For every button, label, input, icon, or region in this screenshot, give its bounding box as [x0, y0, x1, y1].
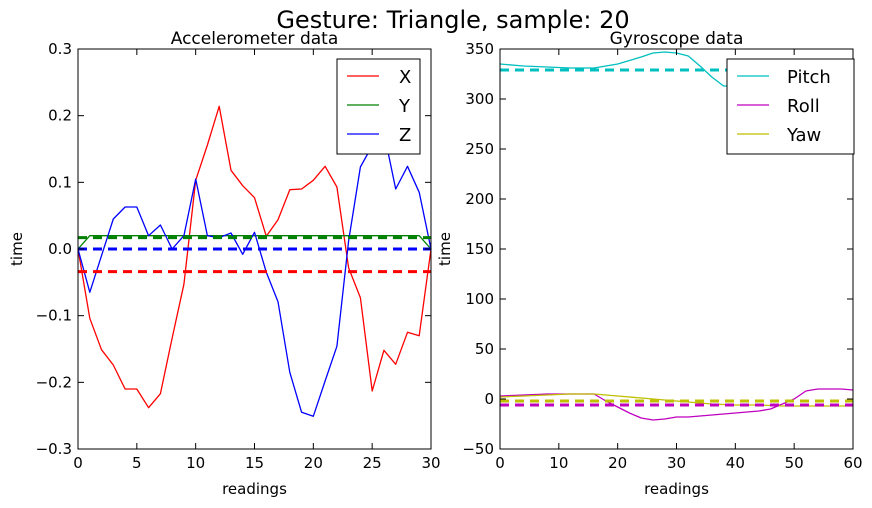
x-axis-label: readings — [644, 480, 709, 498]
y-tick-label: 350 — [465, 40, 494, 58]
x-tick-label: 5 — [132, 454, 142, 472]
y-tick-label: −0.1 — [36, 307, 72, 325]
y-tick-label: 0.0 — [48, 240, 72, 258]
x-tick-label: 15 — [245, 454, 264, 472]
y-tick-label: −0.2 — [36, 373, 72, 391]
legend-label-yaw: Yaw — [786, 125, 821, 146]
y-tick-label: 250 — [465, 140, 494, 158]
y-tick-label: 300 — [465, 90, 494, 108]
legend-label-pitch: Pitch — [787, 67, 831, 88]
series-line-z — [77, 131, 432, 417]
gyro-chart-title: Gyroscope data — [610, 29, 744, 49]
figure-title: Gesture: Triangle, sample: 20 — [276, 6, 629, 34]
x-tick-label: 40 — [726, 454, 745, 472]
y-tick-label: 0.3 — [48, 40, 72, 58]
y-tick-label: 0.2 — [48, 107, 72, 125]
x-tick-label: 30 — [667, 454, 686, 472]
x-tick-label: 0 — [495, 454, 505, 472]
y-tick-label: 50 — [475, 340, 494, 358]
y-tick-label: 200 — [465, 190, 494, 208]
x-tick-label: 10 — [186, 454, 205, 472]
x-tick-label: 20 — [304, 454, 323, 472]
legend-box — [726, 58, 855, 155]
y-axis-label: time — [436, 232, 454, 266]
y-tick-label: 100 — [465, 290, 494, 308]
series-line-x — [77, 105, 432, 409]
series-line-yaw — [499, 393, 853, 407]
y-tick-label: −50 — [462, 440, 494, 458]
x-tick-label: 10 — [549, 454, 568, 472]
accel-chart-title: Accelerometer data — [171, 29, 339, 49]
y-tick-label: 150 — [465, 240, 494, 258]
accelerometer-chart: 0 5 10 15 20 25 30 −0.3 −0.2 −0.1 0.0 0.1 0.2 0.3 Acce… — [8, 29, 441, 498]
y-tick-label: 0 — [484, 390, 494, 408]
x-tick-label: 25 — [363, 454, 382, 472]
x-tick-label: 0 — [73, 454, 83, 472]
x-tick-label: 60 — [843, 454, 862, 472]
x-axis-label: readings — [222, 480, 287, 498]
legend-box — [336, 58, 421, 155]
y-tick-label: −0.3 — [36, 440, 72, 458]
x-tick-label: 20 — [608, 454, 627, 472]
series-line-roll — [499, 388, 854, 421]
legend-label-z: Z — [399, 125, 411, 146]
series-line-y — [77, 235, 432, 250]
y-axis-label: time — [8, 232, 26, 266]
x-tick-label: 50 — [785, 454, 804, 472]
x-tick-label: 30 — [421, 454, 440, 472]
legend-label-x: X — [399, 67, 411, 88]
legend-label-roll: Roll — [787, 96, 820, 117]
y-tick-label: 0.1 — [48, 173, 72, 191]
legend-label-y: Y — [398, 96, 411, 117]
